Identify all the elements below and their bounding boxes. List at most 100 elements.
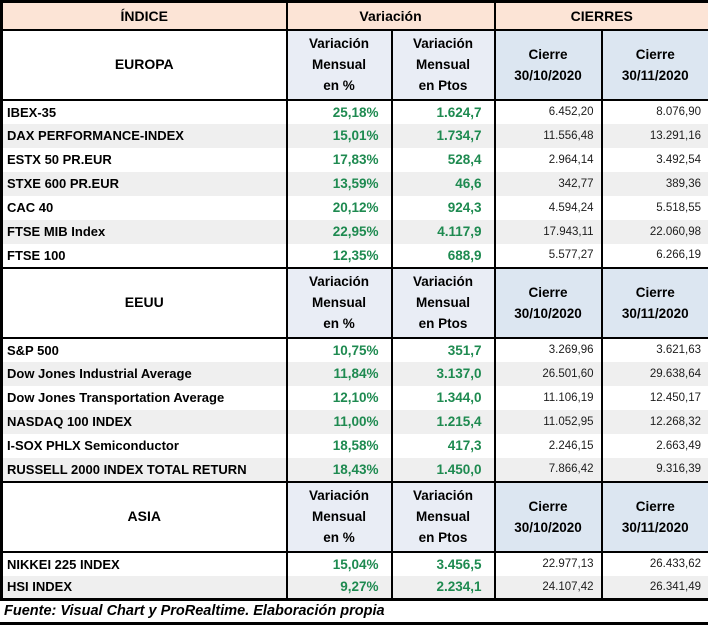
table-row: Dow Jones Industrial Average 11,84% 3.137,… [0,361,708,386]
footer: Fuente: Visual Chart y ProRealtime. Elab… [0,601,708,625]
close-2020-11-30: 5.518,55 [600,195,708,220]
section-header-row-eeuu: EEUU Variación Mensual en % Variación Mensual… [0,266,708,339]
variation-monthly-pct: 20,12% [285,195,393,220]
variation-monthly-pct: 11,00% [285,409,393,434]
col-subheader-variacion-pct: Variación Mensual en % [285,28,393,101]
source-note: Fuente: Visual Chart y ProRealtime. Elab… [4,603,385,619]
index-name: NASDAQ 100 INDEX [0,409,288,434]
index-name: DAX PERFORMANCE-INDEX [0,123,288,148]
variation-monthly-ptos: 4.117,9 [390,219,496,244]
table-row: I-SOX PHLX Semiconductor 18,58% 417,3 2.246… [0,433,708,458]
close-2020-10-30: 3.269,96 [493,337,603,362]
variation-monthly-pct: 18,43% [285,457,393,482]
table-row: NASDAQ 100 INDEX 11,00% 1.215,4 11.052,95 12… [0,409,708,434]
variation-monthly-ptos: 46,6 [390,171,496,196]
indices-table: ÍNDICE Variación CIERRES EUROPA Variación… [0,0,708,601]
table-row: HSI INDEX 9,27% 2.234,1 24.107,42 26.341,49 [0,575,708,600]
section-header-row-europa: EUROPA Variación Mensual en % Variación Mensu… [0,28,708,101]
variation-monthly-pct: 18,58% [285,433,393,458]
close-2020-11-30: 12.450,17 [600,385,708,410]
close-2020-11-30: 389,36 [600,171,708,196]
index-name: ESTX 50 PR.EUR [0,147,288,172]
table-row: IBEX-35 25,18% 1.624,7 6.452,20 8.076,90 [0,99,708,124]
index-name: I-SOX PHLX Semiconductor [0,433,288,458]
variation-monthly-ptos: 924,3 [390,195,496,220]
close-2020-10-30: 11.052,95 [493,409,603,434]
index-name: IBEX-35 [0,99,288,124]
close-2020-10-30: 11.556,48 [493,123,603,148]
table-row: S&P 500 10,75% 351,7 3.269,96 3.621,63 [0,337,708,362]
variation-monthly-ptos: 417,3 [390,433,496,458]
close-2020-10-30: 24.107,42 [493,575,603,600]
variation-monthly-ptos: 528,4 [390,147,496,172]
variation-monthly-pct: 13,59% [285,171,393,196]
index-name: FTSE MIB Index [0,219,288,244]
region-label: EUROPA [0,28,288,101]
close-2020-10-30: 17.943,11 [493,219,603,244]
variation-monthly-pct: 11,84% [285,361,393,386]
table-row: DAX PERFORMANCE-INDEX 15,01% 1.734,7 11.556… [0,123,708,148]
table-row: ESTX 50 PR.EUR 17,83% 528,4 2.964,14 3.492,5… [0,147,708,172]
close-2020-10-30: 6.452,20 [493,99,603,124]
top-header-row: ÍNDICE Variación CIERRES [0,0,708,31]
variation-monthly-ptos: 1.215,4 [390,409,496,434]
table-row: NIKKEI 225 INDEX 15,04% 3.456,5 22.977,13 26… [0,551,708,576]
index-name: CAC 40 [0,195,288,220]
variation-monthly-ptos: 1.624,7 [390,99,496,124]
variation-monthly-pct: 10,75% [285,337,393,362]
variation-monthly-ptos: 688,9 [390,243,496,268]
col-subheader-variacion-ptos: Variación Mensual en Ptos [390,266,496,339]
close-2020-10-30: 26.501,60 [493,361,603,386]
close-2020-11-30: 22.060,98 [600,219,708,244]
variation-monthly-pct: 22,95% [285,219,393,244]
variation-monthly-ptos: 1.450,0 [390,457,496,482]
close-2020-11-30: 2.663,49 [600,433,708,458]
close-2020-10-30: 7.866,42 [493,457,603,482]
close-2020-10-30: 2.246,15 [493,433,603,458]
close-2020-11-30: 8.076,90 [600,99,708,124]
index-name: NIKKEI 225 INDEX [0,551,288,576]
close-2020-11-30: 29.638,64 [600,361,708,386]
index-name: S&P 500 [0,337,288,362]
variation-monthly-ptos: 3.137,0 [390,361,496,386]
close-2020-10-30: 4.594,24 [493,195,603,220]
variation-monthly-pct: 12,35% [285,243,393,268]
table-row: RUSSELL 2000 INDEX TOTAL RETURN 18,43% 1.4… [0,457,708,482]
index-name: Dow Jones Industrial Average [0,361,288,386]
close-2020-11-30: 6.266,19 [600,243,708,268]
col-subheader-variacion-ptos: Variación Mensual en Ptos [390,28,496,101]
table-row: FTSE MIB Index 22,95% 4.117,9 17.943,11 22.0… [0,219,708,244]
col-subheader-variacion-pct: Variación Mensual en % [285,480,393,553]
table-row: CAC 40 20,12% 924,3 4.594,24 5.518,55 [0,195,708,220]
variation-monthly-ptos: 351,7 [390,337,496,362]
variation-monthly-pct: 17,83% [285,147,393,172]
variation-monthly-ptos: 2.234,1 [390,575,496,600]
table-row: STXE 600 PR.EUR 13,59% 46,6 342,77 389,36 [0,171,708,196]
index-name: FTSE 100 [0,243,288,268]
variation-monthly-pct: 25,18% [285,99,393,124]
close-2020-11-30: 3.492,54 [600,147,708,172]
col-subheader-cierre-oct: Cierre 30/10/2020 [493,28,603,101]
variation-monthly-ptos: 3.456,5 [390,551,496,576]
variation-monthly-pct: 15,04% [285,551,393,576]
col-subheader-cierre-nov: Cierre 30/11/2020 [600,266,708,339]
close-2020-11-30: 13.291,16 [600,123,708,148]
index-name: STXE 600 PR.EUR [0,171,288,196]
col-header-variacion: Variación [285,0,496,31]
close-2020-10-30: 2.964,14 [493,147,603,172]
col-header-cierres: CIERRES [493,0,708,31]
close-2020-10-30: 11.106,19 [493,385,603,410]
col-subheader-cierre-oct: Cierre 30/10/2020 [493,266,603,339]
index-name: HSI INDEX [0,575,288,600]
table-row: FTSE 100 12,35% 688,9 5.577,27 6.266,19 [0,243,708,268]
variation-monthly-pct: 15,01% [285,123,393,148]
index-name: Dow Jones Transportation Average [0,385,288,410]
variation-monthly-ptos: 1.734,7 [390,123,496,148]
col-subheader-cierre-oct: Cierre 30/10/2020 [493,480,603,553]
col-subheader-variacion-ptos: Variación Mensual en Ptos [390,480,496,553]
close-2020-11-30: 26.341,49 [600,575,708,600]
variation-monthly-ptos: 1.344,0 [390,385,496,410]
section-header-row-asia: ASIA Variación Mensual en % Variación Mensual… [0,480,708,553]
variation-monthly-pct: 12,10% [285,385,393,410]
